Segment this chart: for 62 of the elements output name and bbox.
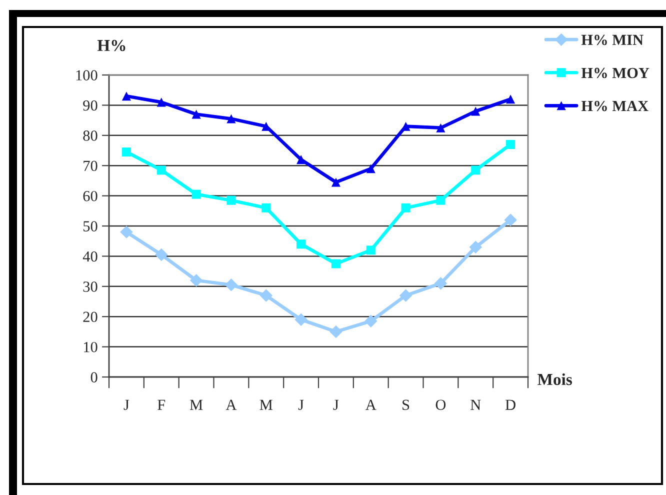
y-tick-label: 100 (76, 70, 98, 80)
y-tick-label: 40 (82, 251, 98, 262)
point (364, 314, 378, 328)
point (330, 325, 342, 338)
point (154, 248, 168, 262)
y-tick-label: 60 (83, 190, 98, 202)
x-tick-label: J (298, 400, 304, 410)
y-tick-label: 90 (83, 100, 98, 111)
point (192, 190, 201, 199)
point (122, 147, 131, 157)
point (331, 178, 340, 187)
point (399, 289, 412, 302)
point (156, 166, 166, 175)
x-tick-label: M (260, 400, 272, 410)
point (506, 94, 516, 104)
point (190, 274, 203, 287)
x-tick-label: N (470, 400, 481, 410)
point (436, 196, 446, 205)
point (401, 203, 410, 212)
point (120, 226, 133, 238)
point (504, 214, 517, 226)
y-tick-label: 50 (84, 221, 98, 232)
x-tick-label: A (366, 400, 376, 410)
point (226, 114, 236, 124)
x-axis-title: Mois (538, 373, 572, 386)
x-tick-label: O (436, 400, 446, 410)
point (260, 289, 273, 302)
point (434, 276, 448, 290)
point (226, 196, 236, 205)
y-tick-label: 70 (84, 160, 98, 172)
x-tick-label: M (190, 400, 203, 410)
point (296, 240, 306, 249)
point (262, 203, 271, 212)
point (296, 155, 306, 164)
point (506, 140, 516, 149)
point (469, 240, 482, 254)
point (156, 98, 166, 107)
x-tick-label: D (505, 400, 516, 410)
y-tick-label: 0 (90, 372, 98, 382)
x-tick-label: S (402, 400, 410, 410)
point (331, 259, 340, 268)
point (471, 166, 480, 175)
point (192, 110, 201, 119)
point (224, 278, 238, 292)
y-tick-label: 80 (83, 130, 98, 141)
y-tick-label: 20 (83, 312, 98, 322)
point (366, 164, 376, 174)
y-tick-label: 30 (83, 282, 98, 292)
point (436, 123, 446, 132)
x-tick-label: J (124, 400, 130, 410)
legend-label: H% MIN (581, 34, 644, 46)
point (294, 313, 308, 326)
y-tick-label: 10 (84, 342, 98, 352)
point (122, 92, 131, 101)
x-tick-label: J (333, 400, 339, 410)
legend-label: H% MAX (581, 100, 648, 112)
point (366, 246, 376, 255)
legend-label: H% MOY (581, 68, 650, 78)
x-tick-label: F (158, 400, 166, 410)
y-axis-title: H% (97, 40, 126, 52)
x-tick-label: A (226, 400, 237, 410)
point (471, 106, 480, 116)
